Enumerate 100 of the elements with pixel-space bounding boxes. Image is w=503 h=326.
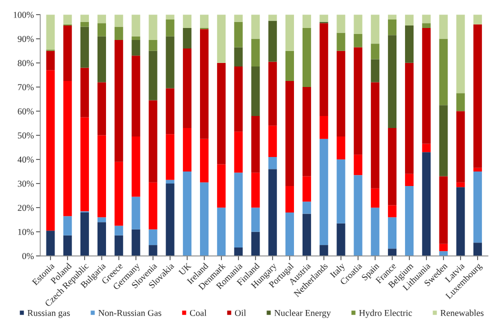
bar [336,50,346,136]
bar [166,14,174,20]
bar [251,116,260,173]
bar [473,24,482,168]
y-tick-label: 50% [18,132,34,139]
bar [388,19,396,36]
bar [148,100,158,182]
bar [200,29,209,139]
bar [473,14,482,24]
bar [63,26,72,82]
bar [405,186,414,256]
bar [302,214,312,256]
bar [114,14,124,27]
bar [285,50,294,82]
bar [97,36,106,82]
bar [217,164,226,208]
bar [251,208,260,232]
y-tick-label: 0% [22,253,34,260]
legend-label: Non-Russian Gas [98,310,162,316]
bar [166,184,174,256]
bar [97,135,106,218]
bar [132,56,140,136]
bar [354,175,362,256]
bar [456,187,465,256]
bar [405,26,414,63]
bar [200,138,209,182]
bar [114,226,124,236]
bar [439,14,448,39]
legend-label: Nuclear Energy [274,310,331,318]
bar [97,222,106,256]
legend-label: Russian gas [28,310,70,318]
bar [63,216,72,236]
bar [80,22,89,27]
bar [46,230,55,256]
bar [388,217,396,249]
bar [234,66,243,132]
bar [182,14,192,28]
bar [405,174,414,186]
bar [80,14,89,22]
bar [439,244,448,252]
bar [46,14,55,50]
bar [182,171,192,256]
bar [251,14,260,39]
bar [148,14,158,40]
bar [302,28,312,88]
bar [132,40,140,56]
bar [234,132,243,173]
bar [268,62,277,126]
bar [63,14,72,24]
bar [166,134,174,180]
bar [200,14,209,28]
bar [388,248,396,256]
bar [114,26,124,40]
bar [320,23,328,116]
bar [268,169,277,256]
bar [422,144,431,152]
bar [80,117,89,212]
bar [302,87,312,176]
bar [473,242,482,256]
bar [370,14,380,44]
bar [388,205,396,218]
legend-label: Oil [234,310,246,316]
bar [182,128,192,172]
bar [148,40,158,51]
bar [114,162,124,226]
legend-label: Renewables [440,310,484,316]
y-tick-label: 30% [18,180,34,187]
bar [251,66,260,116]
bar [320,245,328,256]
bar [354,34,362,48]
bar [473,171,482,243]
bar [456,182,465,188]
bar [285,14,294,51]
bar [354,154,362,176]
bar [251,172,260,208]
bar [302,202,312,214]
bar [336,136,346,160]
legend-label: Hydro Electric [359,310,412,318]
bar [148,245,158,256]
bar [132,196,140,230]
bar [97,82,106,136]
bar [114,235,124,256]
bar [422,23,431,28]
bar [456,14,465,94]
bar [234,14,243,22]
bar [370,44,380,60]
bar [456,93,465,112]
bar [285,186,294,212]
bar [285,81,294,186]
bar [97,23,106,36]
bar [234,22,243,48]
bar [148,229,158,246]
bar [148,182,158,230]
bar [132,14,140,36]
bar [268,157,277,170]
bar [63,81,72,216]
bar [200,182,209,256]
bar [234,247,243,256]
bar [97,14,106,24]
bar [439,176,448,244]
